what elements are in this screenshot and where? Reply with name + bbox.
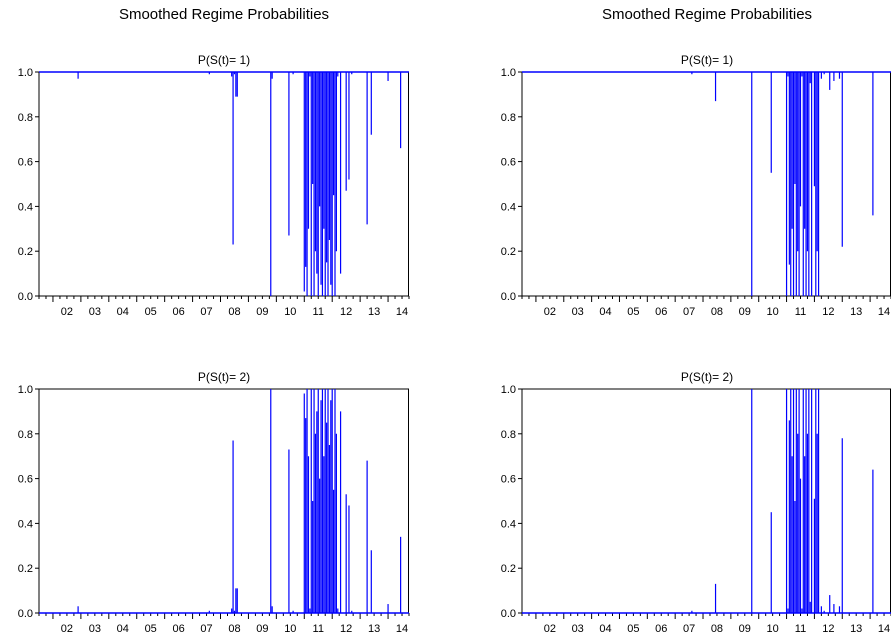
x-tick-label: 10 (767, 623, 779, 635)
x-tick-label: 13 (368, 306, 380, 318)
x-tick-label: 05 (627, 623, 639, 635)
x-tick-label: 14 (396, 306, 408, 318)
x-tick-label: 07 (200, 623, 212, 635)
plot-frame (521, 71, 891, 297)
x-tick-label: 06 (172, 623, 184, 635)
x-tick-label: 07 (683, 306, 695, 318)
y-tick-label: 0.2 (501, 563, 516, 575)
x-tick-label: 11 (795, 306, 806, 318)
x-tick-label: 07 (200, 306, 212, 318)
y-tick-label: 0.2 (18, 563, 33, 575)
y-tick-label: 0.0 (18, 608, 33, 620)
x-tick-label: 14 (878, 623, 890, 635)
y-tick-label: 1.0 (18, 67, 33, 79)
y-tick-label: 0.2 (18, 246, 33, 258)
plot-frame (38, 388, 409, 614)
x-tick-label: 10 (284, 623, 296, 635)
y-tick-label: 0.8 (18, 112, 33, 124)
y-tick-label: 0.2 (501, 246, 516, 258)
x-tick-label: 12 (822, 306, 834, 318)
y-tick-label: 0.6 (18, 157, 33, 169)
x-tick-label: 02 (544, 306, 556, 318)
x-tick-label: 08 (228, 623, 240, 635)
y-tick-label: 0.8 (18, 429, 33, 441)
y-tick-label: 0.0 (501, 608, 516, 620)
x-tick-label: 03 (89, 623, 101, 635)
x-tick-label: 05 (627, 306, 639, 318)
y-tick-label: 1.0 (501, 67, 516, 79)
x-tick-label: 09 (739, 306, 751, 318)
y-tick-label: 0.4 (18, 201, 33, 213)
x-tick-label: 03 (572, 306, 584, 318)
x-tick-label: 06 (655, 306, 667, 318)
x-tick-label: 13 (850, 623, 862, 635)
y-tick-label: 0.0 (501, 291, 516, 303)
x-tick-label: 06 (172, 306, 184, 318)
x-tick-label: 10 (284, 306, 296, 318)
x-tick-label: 05 (145, 306, 157, 318)
panel-title: P(S(t)= 1) (681, 53, 733, 67)
figure-title-right: Smoothed Regime Probabilities (601, 6, 813, 23)
x-tick-label: 13 (850, 306, 862, 318)
y-tick-label: 0.8 (501, 112, 516, 124)
y-tick-label: 0.0 (18, 291, 33, 303)
y-tick-label: 1.0 (18, 384, 33, 396)
x-tick-label: 02 (61, 623, 73, 635)
x-tick-label: 08 (228, 306, 240, 318)
x-tick-label: 04 (599, 623, 611, 635)
panel-title: P(S(t)= 2) (681, 370, 733, 384)
y-tick-label: 0.6 (18, 474, 33, 486)
x-tick-label: 13 (368, 623, 380, 635)
x-tick-label: 11 (313, 306, 324, 318)
x-tick-label: 02 (61, 306, 73, 318)
x-tick-label: 10 (767, 306, 779, 318)
plot-frame (38, 71, 409, 297)
y-tick-label: 0.6 (501, 157, 516, 169)
x-tick-label: 08 (711, 623, 723, 635)
panel-title: P(S(t)= 2) (198, 370, 250, 384)
x-tick-label: 05 (145, 623, 157, 635)
plot-frame (521, 388, 891, 614)
panel-title: P(S(t)= 1) (198, 53, 250, 67)
x-tick-label: 09 (256, 623, 268, 635)
y-tick-label: 1.0 (501, 384, 516, 396)
x-tick-label: 04 (117, 306, 129, 318)
x-tick-label: 03 (572, 623, 584, 635)
x-tick-label: 14 (396, 623, 408, 635)
x-tick-label: 06 (655, 623, 667, 635)
x-tick-label: 09 (256, 306, 268, 318)
x-tick-label: 11 (313, 623, 324, 635)
figure-title-left: Smoothed Regime Probabilities (118, 6, 330, 23)
x-tick-label: 02 (544, 623, 556, 635)
x-tick-label: 07 (683, 623, 695, 635)
x-tick-label: 14 (878, 306, 890, 318)
y-tick-label: 0.6 (501, 474, 516, 486)
x-tick-label: 12 (340, 623, 352, 635)
x-tick-label: 08 (711, 306, 723, 318)
y-tick-label: 0.4 (18, 518, 33, 530)
x-tick-label: 03 (89, 306, 101, 318)
x-tick-label: 11 (795, 623, 806, 635)
x-tick-label: 12 (822, 623, 834, 635)
x-tick-label: 09 (739, 623, 751, 635)
y-tick-label: 0.4 (501, 518, 516, 530)
y-tick-label: 0.4 (501, 201, 516, 213)
x-tick-label: 04 (117, 623, 129, 635)
x-tick-label: 12 (340, 306, 352, 318)
x-tick-label: 04 (599, 306, 611, 318)
y-tick-label: 0.8 (501, 429, 516, 441)
